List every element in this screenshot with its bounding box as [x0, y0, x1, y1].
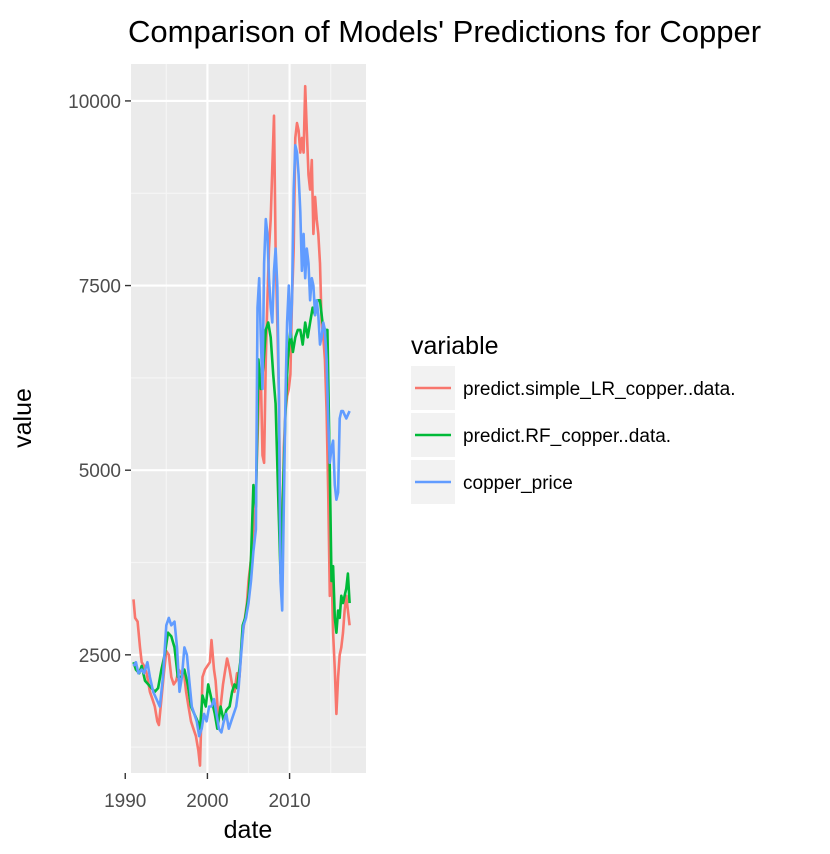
- x-tick-label: 2000: [186, 791, 228, 812]
- major-gridlines: [124, 64, 366, 773]
- y-tick-label: 7500: [79, 277, 121, 298]
- y-axis-title: value: [9, 388, 37, 448]
- minor-gridlines: [131, 64, 366, 773]
- x-axis-title: date: [224, 816, 273, 844]
- y-axis: 2500 5000 7500 10000: [68, 92, 131, 667]
- legend-label-2: copper_price: [463, 473, 573, 494]
- series-lines: [132, 84, 351, 767]
- y-tick-label: 2500: [79, 646, 121, 667]
- legend-label-0: predict.simple_LR_copper..data.: [463, 379, 736, 400]
- y-tick-label: 5000: [79, 461, 121, 482]
- legend-title: variable: [411, 332, 499, 360]
- y-tick-label: 10000: [68, 92, 121, 113]
- legend-label-1: predict.RF_copper..data.: [463, 426, 671, 447]
- x-tick-label: 2010: [268, 791, 310, 812]
- x-tick-label: 1990: [104, 791, 146, 812]
- x-axis: 1990 2000 2010: [104, 773, 311, 812]
- series-line-2: [132, 143, 351, 738]
- chart-title: Comparison of Models' Predictions for Co…: [128, 14, 761, 49]
- legend: variable predict.simple_LR_copper..data.…: [411, 332, 736, 504]
